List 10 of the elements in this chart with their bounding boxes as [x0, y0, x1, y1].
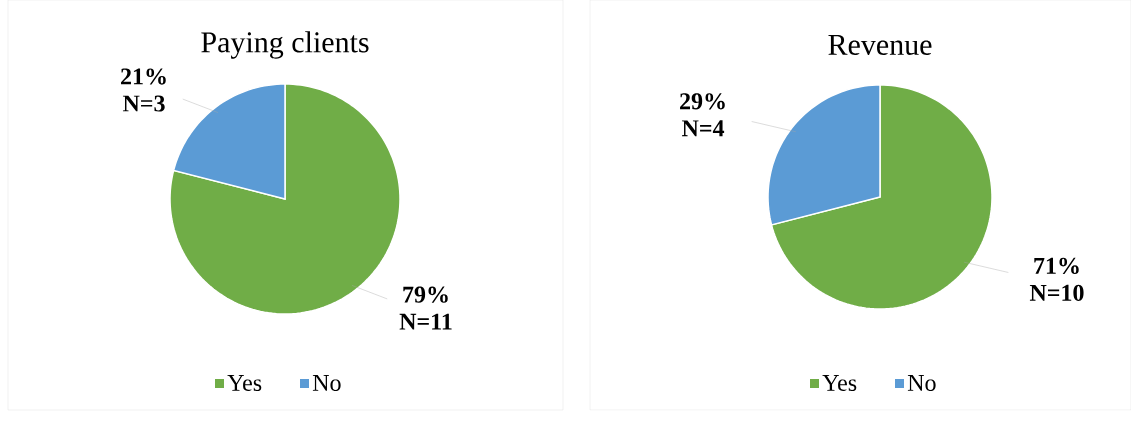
data-label: 29% N=4	[680, 93, 725, 137]
legend-label: Yes	[227, 375, 262, 391]
legend-label: Yes	[822, 375, 857, 391]
chart-title: Paying clients	[201, 31, 369, 59]
data-label: 21% N=3	[121, 68, 166, 112]
legend-label: No	[907, 375, 936, 391]
chart-title: Revenue	[828, 35, 932, 55]
data-label: 71% N=10	[1029, 257, 1084, 301]
legend-label: No	[312, 375, 341, 391]
data-label: 79% N=11	[399, 286, 452, 330]
